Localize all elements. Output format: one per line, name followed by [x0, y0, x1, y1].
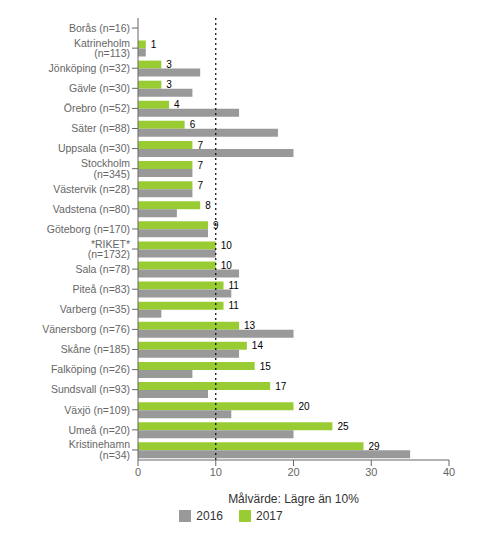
svg-text:14: 14 — [252, 340, 264, 351]
svg-text:29: 29 — [368, 441, 380, 452]
svg-text:1: 1 — [151, 39, 157, 50]
html-text:2017: 2017 — [256, 509, 283, 523]
svg-text:Kristinehamn(n=34): Kristinehamn(n=34) — [69, 438, 130, 461]
svg-text:Varberg (n=35): Varberg (n=35) — [60, 303, 130, 315]
svg-text:17: 17 — [275, 381, 287, 392]
svg-text:Katrineholm(n=113): Katrineholm(n=113) — [74, 37, 130, 60]
svg-text:Västervik (n=28): Västervik (n=28) — [53, 183, 130, 195]
svg-text:6: 6 — [190, 119, 196, 130]
svg-text:15: 15 — [260, 361, 272, 372]
svg-text:11: 11 — [229, 280, 240, 291]
svg-text:Växjö (n=109): Växjö (n=109) — [64, 404, 130, 416]
svg-text:40: 40 — [443, 466, 455, 478]
svg-text:Sundsvall (n=93): Sundsvall (n=93) — [51, 383, 130, 395]
svg-text:Borås (n=16): Borås (n=16) — [69, 22, 130, 34]
svg-text:Säter (n=88): Säter (n=88) — [71, 122, 130, 134]
svg-text:4: 4 — [174, 99, 180, 110]
svg-text:Örebro (n=52): Örebro (n=52) — [64, 102, 130, 114]
svg-text:10: 10 — [210, 466, 222, 478]
svg-text:25: 25 — [337, 421, 349, 432]
html-text:2016: 2016 — [196, 509, 223, 523]
svg-text:10: 10 — [221, 240, 233, 251]
svg-text:Jönköping (n=32): Jönköping (n=32) — [49, 62, 130, 74]
svg-text:7: 7 — [197, 180, 203, 191]
svg-text:7: 7 — [197, 160, 203, 171]
svg-text:7: 7 — [197, 140, 203, 151]
svg-text:20: 20 — [287, 466, 299, 478]
svg-text:*RIKET*(n=1732): *RIKET*(n=1732) — [88, 238, 130, 261]
svg-text:Målvärde: Lägre än 10%: Målvärde: Lägre än 10% — [228, 492, 359, 506]
svg-text:Falköping (n=26): Falköping (n=26) — [51, 363, 130, 375]
svg-text:30: 30 — [365, 466, 377, 478]
svg-text:Gävle (n=30): Gävle (n=30) — [69, 82, 130, 94]
svg-text:10: 10 — [221, 260, 233, 271]
svg-text:3: 3 — [166, 79, 172, 90]
svg-text:Umeå (n=20): Umeå (n=20) — [68, 424, 130, 436]
svg-text:Uppsala (n=30): Uppsala (n=30) — [58, 142, 130, 154]
svg-text:Vänersborg (n=76): Vänersborg (n=76) — [42, 323, 130, 335]
svg-text:13: 13 — [244, 320, 256, 331]
svg-text:Göteborg (n=170): Göteborg (n=170) — [47, 223, 130, 235]
svg-text:20: 20 — [299, 401, 311, 412]
svg-text:8: 8 — [205, 200, 211, 211]
svg-text:0: 0 — [135, 466, 141, 478]
svg-text:11: 11 — [229, 300, 240, 311]
svg-text:Sala (n=78): Sala (n=78) — [75, 263, 130, 275]
svg-text:9: 9 — [213, 220, 219, 231]
svg-text:Stockholm(n=345): Stockholm(n=345) — [81, 157, 130, 180]
svg-text:Skåne (n=185): Skåne (n=185) — [61, 343, 130, 355]
svg-text:Piteå (n=83): Piteå (n=83) — [73, 283, 131, 295]
svg-text:Vadstena (n=80): Vadstena (n=80) — [53, 203, 130, 215]
svg-text:3: 3 — [166, 59, 172, 70]
